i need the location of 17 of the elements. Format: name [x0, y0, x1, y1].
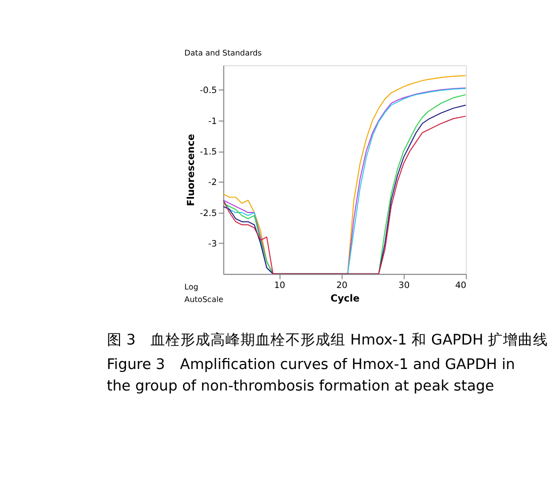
y-tick-label: -1 — [208, 116, 217, 127]
text: AutoScale — [184, 295, 224, 304]
x-tick-label: 20 — [336, 280, 348, 291]
x-tick-label: 30 — [398, 280, 410, 291]
y-tick-label: -2.5 — [200, 208, 217, 219]
y-tick-label: -2 — [208, 178, 217, 188]
y-tick-label: -1.5 — [200, 148, 217, 158]
y-tick-label: -0.5 — [200, 86, 217, 96]
text: Data and Standards — [184, 48, 262, 58]
text: Figure 3 Amplification curves of Hmox-1 and GAPDH in the group of non-thrombosis formation at peak stage — [106, 356, 515, 394]
x-axis-title: Cycle — [330, 294, 360, 305]
y-axis-title: Fluorescence — [186, 134, 198, 206]
x-tick-label: 40 — [455, 280, 466, 291]
text: Log — [184, 282, 198, 292]
x-tick-label: 10 — [274, 280, 286, 291]
y-tick-label: -3 — [208, 240, 217, 250]
text: 图 3 血栓形成高峰期血栓不形成组 Hmox-1 和 GAPDH 扩增曲线 — [106, 332, 548, 349]
